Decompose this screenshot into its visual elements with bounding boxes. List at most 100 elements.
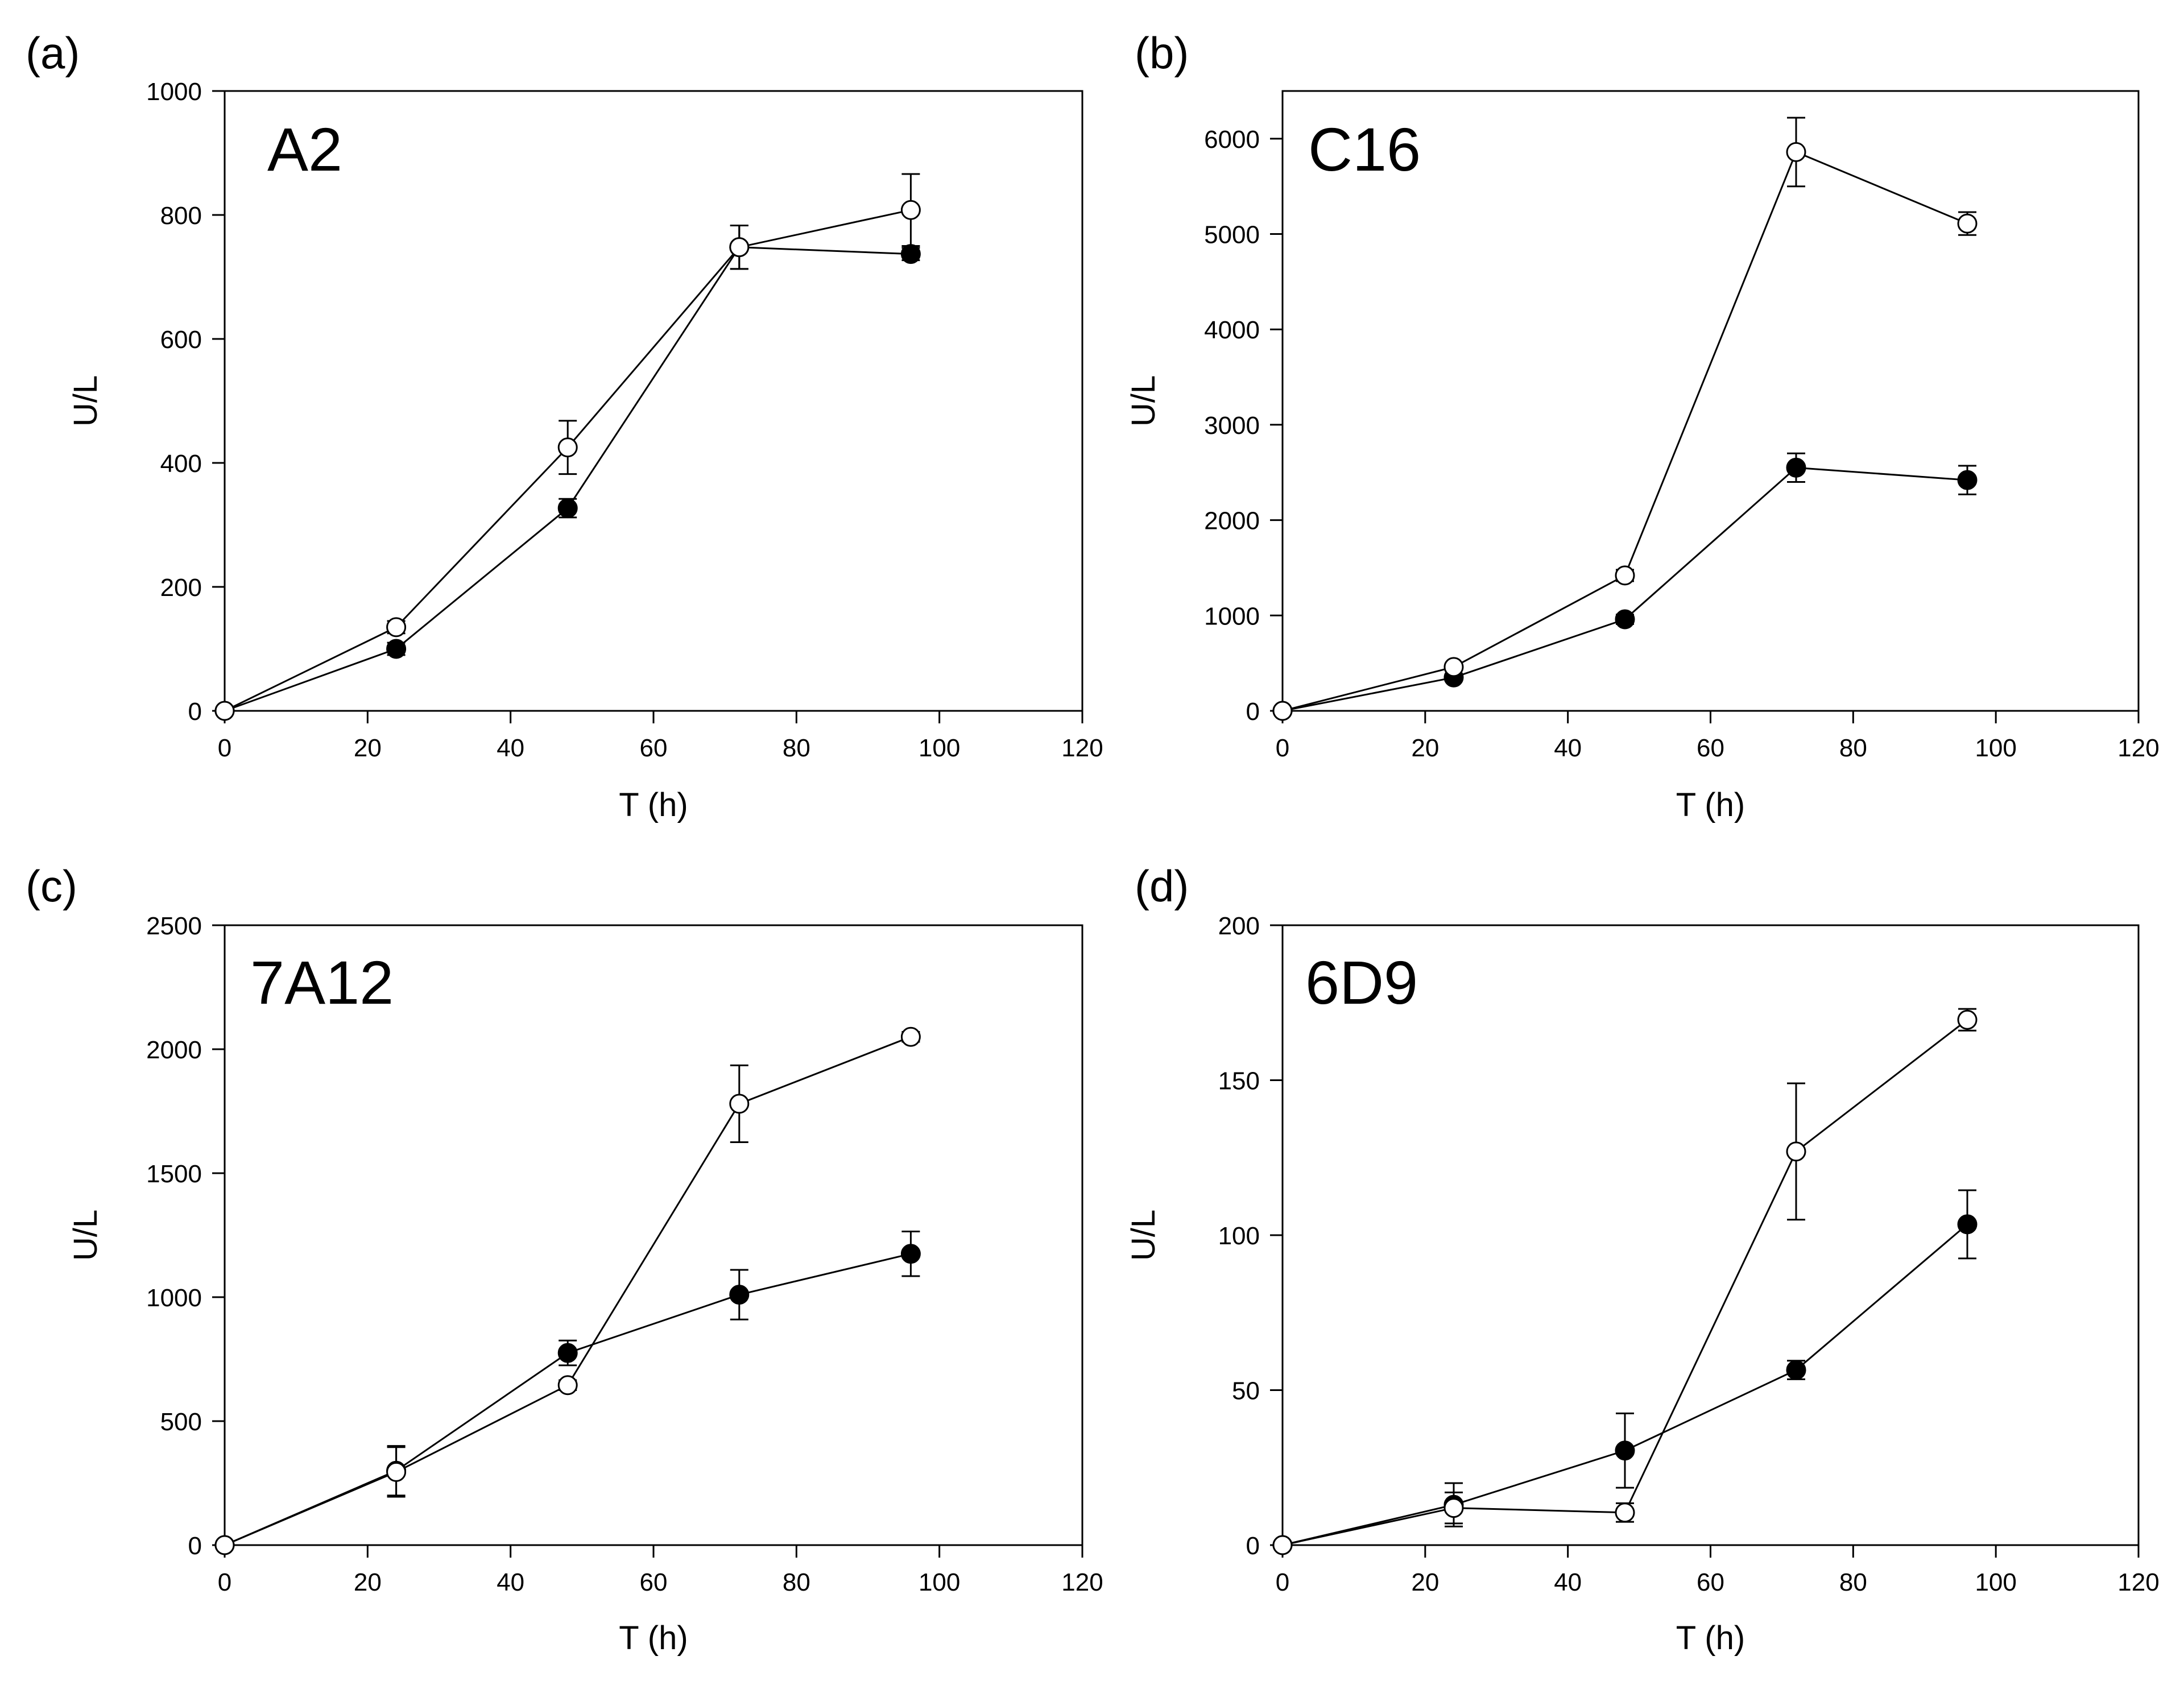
data-point-filled	[1615, 1440, 1635, 1461]
data-point-open	[557, 437, 578, 458]
x-tick-label: 80	[783, 1568, 810, 1596]
plot-frame	[224, 90, 1083, 712]
x-tick-label: 80	[783, 734, 810, 762]
x-tick-label: 0	[218, 1568, 231, 1596]
y-tick-label: 150	[1218, 1067, 1260, 1095]
data-point-open	[900, 1026, 921, 1047]
data-point-filled	[1957, 470, 1978, 490]
y-tick-label: 3000	[1204, 412, 1260, 440]
y-tick-label: 0	[1246, 1532, 1260, 1560]
series-line-filled	[224, 246, 911, 712]
data-point-open	[557, 1375, 578, 1396]
y-tick-label: 200	[160, 574, 202, 602]
data-point-filled	[1786, 1360, 1806, 1380]
data-point-filled	[557, 498, 578, 519]
data-point-open	[1443, 1498, 1464, 1518]
x-axis-title: T (h)	[619, 1620, 688, 1657]
x-tick-label: 60	[1697, 734, 1724, 762]
panel-tag: (d)	[1135, 861, 1189, 911]
data-point-open	[729, 1094, 750, 1114]
y-tick-label: 1000	[146, 1284, 202, 1312]
data-point-open	[1272, 701, 1293, 721]
y-tick-label: 2500	[146, 912, 202, 940]
y-tick-label: 0	[1246, 698, 1260, 726]
x-tick-label: 100	[919, 1568, 960, 1596]
y-axis-title: U/L	[1125, 1210, 1162, 1261]
data-point-open	[1957, 1009, 1978, 1030]
panel-tag: (b)	[1135, 28, 1189, 78]
series-line-filled	[1282, 466, 1968, 712]
y-axis-title: U/L	[67, 375, 104, 427]
data-point-open	[1615, 1502, 1635, 1523]
plot-frame	[1281, 924, 2140, 1546]
y-tick-label: 600	[160, 326, 202, 354]
x-tick-label: 40	[497, 734, 524, 762]
x-tick-label: 0	[218, 734, 231, 762]
x-tick-label: 20	[1411, 1568, 1439, 1596]
x-tick-label: 100	[919, 734, 960, 762]
y-tick-label: 4000	[1204, 316, 1260, 344]
data-point-filled	[900, 244, 921, 264]
y-tick-label: 500	[160, 1408, 202, 1436]
strain-name: 6D9	[1305, 948, 1418, 1017]
plot-frame	[224, 924, 1083, 1546]
x-tick-label: 80	[1839, 734, 1867, 762]
y-tick-label: 50	[1232, 1377, 1260, 1405]
x-tick-label: 20	[1411, 734, 1439, 762]
data-point-filled	[1957, 1214, 1978, 1235]
series-line-filled	[1282, 1223, 1968, 1546]
x-tick-label: 80	[1839, 1568, 1867, 1596]
data-point-filled	[900, 1244, 921, 1264]
data-point-open	[386, 617, 407, 637]
data-point-open	[214, 1535, 235, 1555]
data-point-open	[1615, 565, 1635, 586]
panel-1: 0 20 40 60 80 100 120 0 200 400 600 800 1000 T (h) U/L…	[26, 28, 1103, 823]
data-point-open	[214, 701, 235, 721]
panel-4: 0 20 40 60 80 100 120 0 50 100 150 200 T (h) U/L (d) 6D…	[1125, 861, 2160, 1657]
x-tick-label: 120	[1061, 1568, 1103, 1596]
data-point-open	[729, 237, 750, 258]
data-point-filled	[386, 639, 407, 659]
x-axis-title: T (h)	[1676, 1620, 1745, 1657]
data-point-filled	[1786, 457, 1806, 478]
data-point-open	[1786, 1141, 1806, 1162]
x-tick-label: 20	[354, 1568, 382, 1596]
y-tick-label: 100	[1218, 1222, 1260, 1250]
x-axis-title: T (h)	[1676, 786, 1745, 823]
x-tick-label: 60	[1697, 1568, 1724, 1596]
panel-tag: (c)	[26, 861, 77, 911]
x-tick-label: 120	[2117, 1568, 2159, 1596]
panel-2: 0 20 40 60 80 100 120 0 1000 2000 3000 4000 5000 6000…	[1125, 28, 2160, 823]
y-axis-title: U/L	[1125, 375, 1162, 427]
y-tick-label: 400	[160, 450, 202, 478]
data-point-filled	[1615, 609, 1635, 630]
data-point-filled	[729, 1285, 750, 1305]
plot-frame	[1281, 90, 2140, 712]
x-tick-label: 100	[1975, 734, 2016, 762]
strain-name: C16	[1308, 115, 1421, 184]
strain-name: A2	[267, 115, 342, 184]
series-line-open	[224, 1036, 911, 1546]
y-tick-label: 0	[188, 1532, 202, 1560]
y-tick-label: 200	[1218, 912, 1260, 940]
y-tick-label: 6000	[1204, 126, 1260, 154]
panel-tag: (a)	[26, 28, 80, 78]
x-axis-title: T (h)	[619, 786, 688, 823]
panel-3: 0 20 40 60 80 100 120 0 500 1000 1500 2000 2500 T (h)…	[26, 861, 1103, 1657]
y-tick-label: 1000	[146, 78, 202, 106]
y-axis-title: U/L	[67, 1210, 104, 1261]
x-tick-label: 120	[1061, 734, 1103, 762]
data-point-open	[1957, 213, 1978, 234]
y-tick-label: 1000	[1204, 602, 1260, 630]
data-point-open	[1272, 1535, 1293, 1555]
strain-name: 7A12	[250, 948, 394, 1017]
data-point-open	[1443, 657, 1464, 677]
data-point-filled	[557, 1343, 578, 1363]
y-tick-label: 0	[188, 698, 202, 726]
x-tick-label: 0	[1276, 734, 1289, 762]
x-tick-label: 0	[1276, 1568, 1289, 1596]
y-tick-label: 2000	[146, 1036, 202, 1064]
x-tick-label: 60	[640, 1568, 668, 1596]
y-tick-label: 800	[160, 202, 202, 230]
